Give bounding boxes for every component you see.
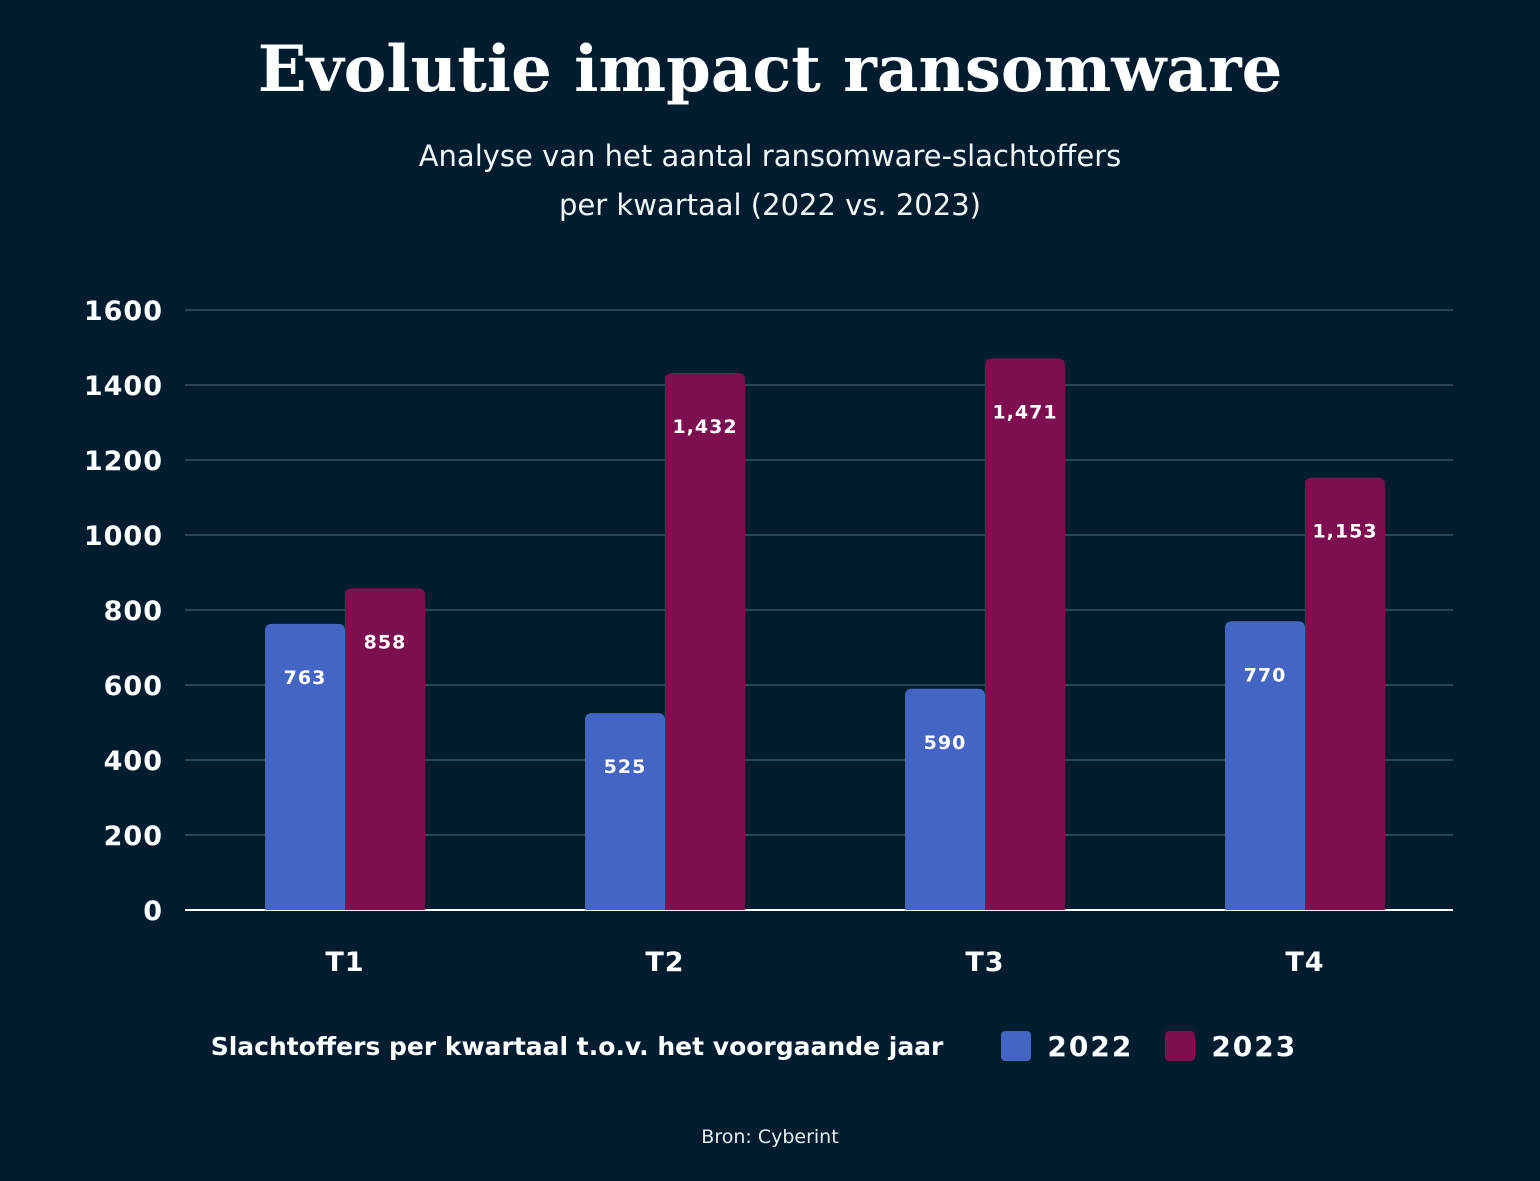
legend-item-2022: 2022	[1001, 1030, 1133, 1063]
y-tick-label: 1600	[84, 296, 163, 327]
data-label-2023-T4: 1,153	[1312, 521, 1377, 543]
bar-2022-T2	[585, 713, 665, 910]
y-axis-ticks: 0 200 400 600 800 1000 1200 1400 1600	[84, 296, 163, 927]
x-axis-categories: T1 T2 T3 T4	[325, 947, 1324, 978]
bar-2023-T2	[665, 373, 745, 910]
y-tick-label: 800	[104, 596, 163, 627]
data-label-2023-T1: 858	[364, 631, 407, 653]
data-label-2023-T2: 1,432	[672, 416, 737, 438]
x-category-label-T3: T3	[965, 947, 1004, 978]
y-tick-label: 0	[143, 896, 163, 927]
legend-label-2022: 2022	[1047, 1029, 1134, 1063]
legend-label-2023: 2023	[1211, 1029, 1298, 1063]
chart-subtitle-line-2: per kwartaal (2022 vs. 2023)	[559, 188, 981, 222]
y-tick-label: 1200	[84, 446, 163, 477]
bar-2023-T1	[345, 588, 425, 910]
legend-item-2023: 2023	[1165, 1030, 1297, 1063]
chart-subtitle-line-1: Analyse van het aantal ransomware-slacht…	[418, 139, 1122, 173]
y-tick-label: 600	[104, 671, 163, 702]
data-label-2023-T3: 1,471	[992, 401, 1057, 423]
x-category-label-T4: T4	[1285, 947, 1324, 978]
bar-2023-T3	[985, 358, 1065, 910]
legend-swatch-2022	[1001, 1031, 1032, 1061]
legend-title: Slachtoffers per kwartaal t.o.v. het voo…	[210, 1031, 944, 1061]
x-category-label-T2: T2	[645, 947, 684, 978]
bars	[265, 358, 1385, 910]
bar-2022-T3	[905, 688, 985, 910]
data-label-2022-T2: 525	[604, 756, 647, 778]
bar-2023-T4	[1305, 477, 1385, 910]
y-tick-label: 1400	[84, 371, 163, 402]
legend-swatch-2023	[1165, 1031, 1196, 1061]
chart-title: Evolutie impact ransomware	[257, 32, 1283, 107]
y-tick-label: 400	[104, 746, 163, 777]
x-category-label-T1: T1	[325, 947, 364, 978]
bar-2022-T1	[265, 623, 345, 910]
data-labels: 763 858 525 1,432 590 1,471 770 1,153	[284, 401, 1377, 778]
legend: Slachtoffers per kwartaal t.o.v. het voo…	[0, 1024, 1540, 1068]
source-note: Bron: Cyberint	[701, 1126, 839, 1148]
bar-2022-T4	[1225, 621, 1305, 910]
y-tick-label: 200	[104, 821, 163, 852]
data-label-2022-T1: 763	[284, 667, 327, 689]
data-label-2022-T3: 590	[924, 732, 967, 754]
data-label-2022-T4: 770	[1244, 664, 1287, 686]
y-tick-label: 1000	[84, 521, 163, 552]
bar-chart: 0 200 400 600 800 1000 1200 1400 1600 763 858 525 1…	[84, 296, 1453, 978]
